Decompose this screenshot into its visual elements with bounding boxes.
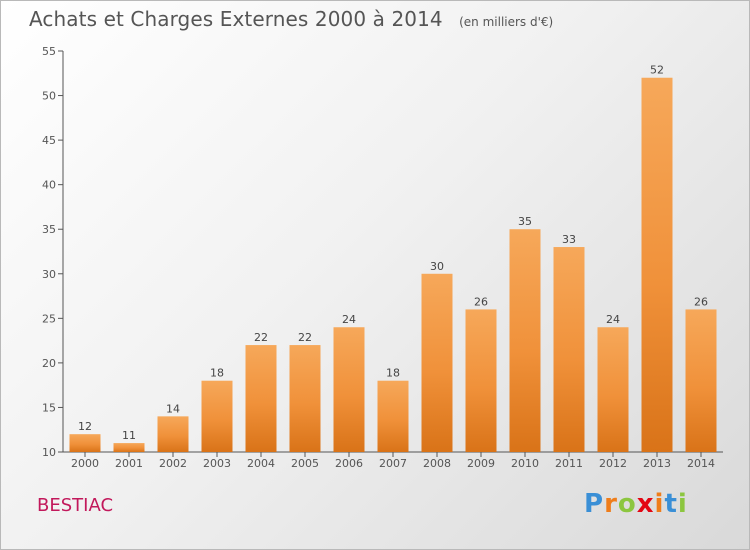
bar-value-label: 22 (254, 331, 268, 344)
bar (553, 247, 585, 452)
x-tick-label: 2009 (467, 457, 495, 470)
bar (245, 345, 277, 452)
commune-name: BESTIAC (37, 495, 114, 516)
y-tick-label: 35 (42, 223, 56, 236)
y-tick-label: 45 (42, 134, 56, 147)
x-tick-label: 2004 (247, 457, 275, 470)
logo-letter: t (664, 489, 678, 519)
chart-title: Achats et Charges Externes 2000 à 2014 (29, 7, 443, 31)
x-tick-label: 2001 (115, 457, 143, 470)
bar (69, 434, 101, 452)
x-tick-label: 2007 (379, 457, 407, 470)
x-tick-label: 2011 (555, 457, 583, 470)
bar-value-label: 30 (430, 260, 444, 273)
y-tick-label: 25 (42, 312, 56, 325)
x-tick-label: 2006 (335, 457, 363, 470)
logo-letter: P (584, 489, 605, 519)
bar-value-label: 22 (298, 331, 312, 344)
bar-value-label: 26 (694, 295, 708, 308)
bar (465, 309, 497, 452)
bar-value-label: 11 (122, 429, 136, 442)
logo-letter: x (636, 489, 655, 519)
bar (685, 309, 717, 452)
bar (597, 327, 629, 452)
bar (421, 273, 453, 452)
logo-letter: i (654, 489, 665, 519)
bar-value-label: 18 (386, 367, 400, 380)
bar-value-label: 18 (210, 367, 224, 380)
bar (157, 416, 189, 452)
x-tick-label: 2010 (511, 457, 539, 470)
bar (289, 345, 321, 452)
y-tick-label: 50 (42, 90, 56, 103)
bar (377, 380, 409, 452)
bar-value-label: 24 (342, 313, 356, 326)
logo-letter: o (617, 489, 637, 519)
proxiti-logo: Proxiti (584, 489, 688, 519)
y-tick-label: 55 (42, 45, 56, 58)
bar-value-label: 24 (606, 313, 620, 326)
chart-unit: (en milliers d'€) (459, 15, 554, 29)
bar-value-label: 33 (562, 233, 576, 246)
bar (201, 380, 233, 452)
x-tick-label: 2013 (643, 457, 671, 470)
bar (113, 443, 145, 452)
x-tick-label: 2002 (159, 457, 187, 470)
logo-letter: r (604, 489, 618, 519)
bar-value-label: 35 (518, 215, 532, 228)
bar (641, 77, 673, 452)
y-tick-label: 15 (42, 401, 56, 414)
bar-value-label: 52 (650, 64, 664, 77)
x-tick-label: 2005 (291, 457, 319, 470)
bar-value-label: 26 (474, 295, 488, 308)
bar-value-label: 12 (78, 420, 92, 433)
y-tick-label: 20 (42, 357, 56, 370)
y-tick-label: 40 (42, 179, 56, 192)
x-tick-label: 2014 (687, 457, 715, 470)
x-tick-label: 2003 (203, 457, 231, 470)
chart-title-block: Achats et Charges Externes 2000 à 2014 (… (29, 7, 553, 31)
bar (509, 229, 541, 452)
bar (333, 327, 365, 452)
x-tick-label: 2012 (599, 457, 627, 470)
x-tick-label: 2008 (423, 457, 451, 470)
bar-value-label: 14 (166, 402, 180, 415)
x-tick-label: 2000 (71, 457, 99, 470)
logo-letter: i (677, 489, 688, 519)
y-tick-label: 30 (42, 268, 56, 281)
y-tick-label: 10 (42, 446, 56, 459)
